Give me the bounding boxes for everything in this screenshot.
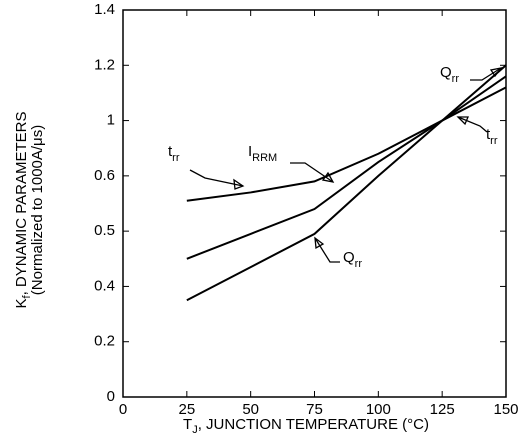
annotation-main: Q — [343, 249, 355, 266]
annotation-sub: rr — [355, 258, 363, 270]
y-tick-label: 0.2 — [94, 333, 115, 350]
x-tick-label: 150 — [493, 401, 518, 418]
annotation-main: Q — [440, 64, 452, 81]
x-axis-label: TJ, JUNCTION TEMPERATURE (°C) — [183, 416, 429, 436]
annotation-arrows — [189, 67, 503, 263]
annotation: trr — [168, 143, 180, 164]
y-label-sub: f — [21, 294, 33, 298]
annotation-sub: RRM — [252, 152, 277, 164]
annotation-main: I — [248, 143, 252, 160]
y-tick-label: 1.4 — [94, 1, 115, 18]
series-line — [186, 64, 507, 302]
x-tick-label: 50 — [242, 401, 259, 418]
y-tick-label: 0 — [107, 388, 115, 405]
annotation-sub: rr — [452, 73, 460, 85]
y-tick-label: 1.2 — [94, 56, 115, 73]
x-tick-label: 100 — [366, 401, 391, 418]
series-line — [186, 86, 507, 202]
y-label-line2: (Normalized to 1000A/μs) — [29, 125, 46, 295]
x-tick-label: 0 — [119, 401, 127, 418]
y-label-main: K — [13, 298, 30, 308]
y-tick-label: 1 — [107, 112, 115, 129]
annotation: Qrr — [343, 249, 362, 270]
x-label-sub: J — [192, 424, 198, 436]
series-line — [186, 75, 507, 260]
y-label-rest: , DYNAMIC PARAMETERS — [13, 112, 30, 296]
x-label-main: T — [183, 416, 192, 433]
annotation: IRRM — [248, 143, 277, 164]
annotation-sub: rr — [490, 135, 498, 147]
x-tick-label: 25 — [178, 401, 195, 418]
y-label-line1: Kf, DYNAMIC PARAMETERS — [13, 112, 33, 309]
y-axis-label: Kf, DYNAMIC PARAMETERS (Normalized to 10… — [13, 112, 46, 309]
annotation-main: t — [168, 143, 173, 160]
annotation: trr — [486, 126, 498, 147]
y-tick-label: 0.4 — [94, 277, 115, 294]
y-tick-label: 0.6 — [94, 167, 115, 184]
y-tick-label: 0.5 — [94, 222, 115, 239]
x-tick-label: 75 — [306, 401, 323, 418]
x-label-rest: , JUNCTION TEMPERATURE (°C) — [198, 416, 429, 433]
annotation-main: t — [486, 126, 491, 143]
annotation: Qrr — [440, 64, 459, 85]
x-tick-label: 125 — [430, 401, 455, 418]
annotation-sub: rr — [172, 152, 180, 164]
